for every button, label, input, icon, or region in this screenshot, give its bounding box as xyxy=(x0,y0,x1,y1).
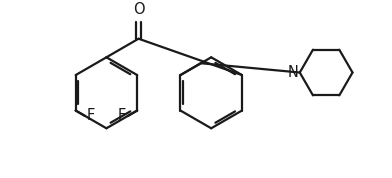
Text: F: F xyxy=(118,108,126,124)
Text: F: F xyxy=(87,108,95,124)
Text: N: N xyxy=(287,65,298,80)
Text: O: O xyxy=(133,2,144,17)
